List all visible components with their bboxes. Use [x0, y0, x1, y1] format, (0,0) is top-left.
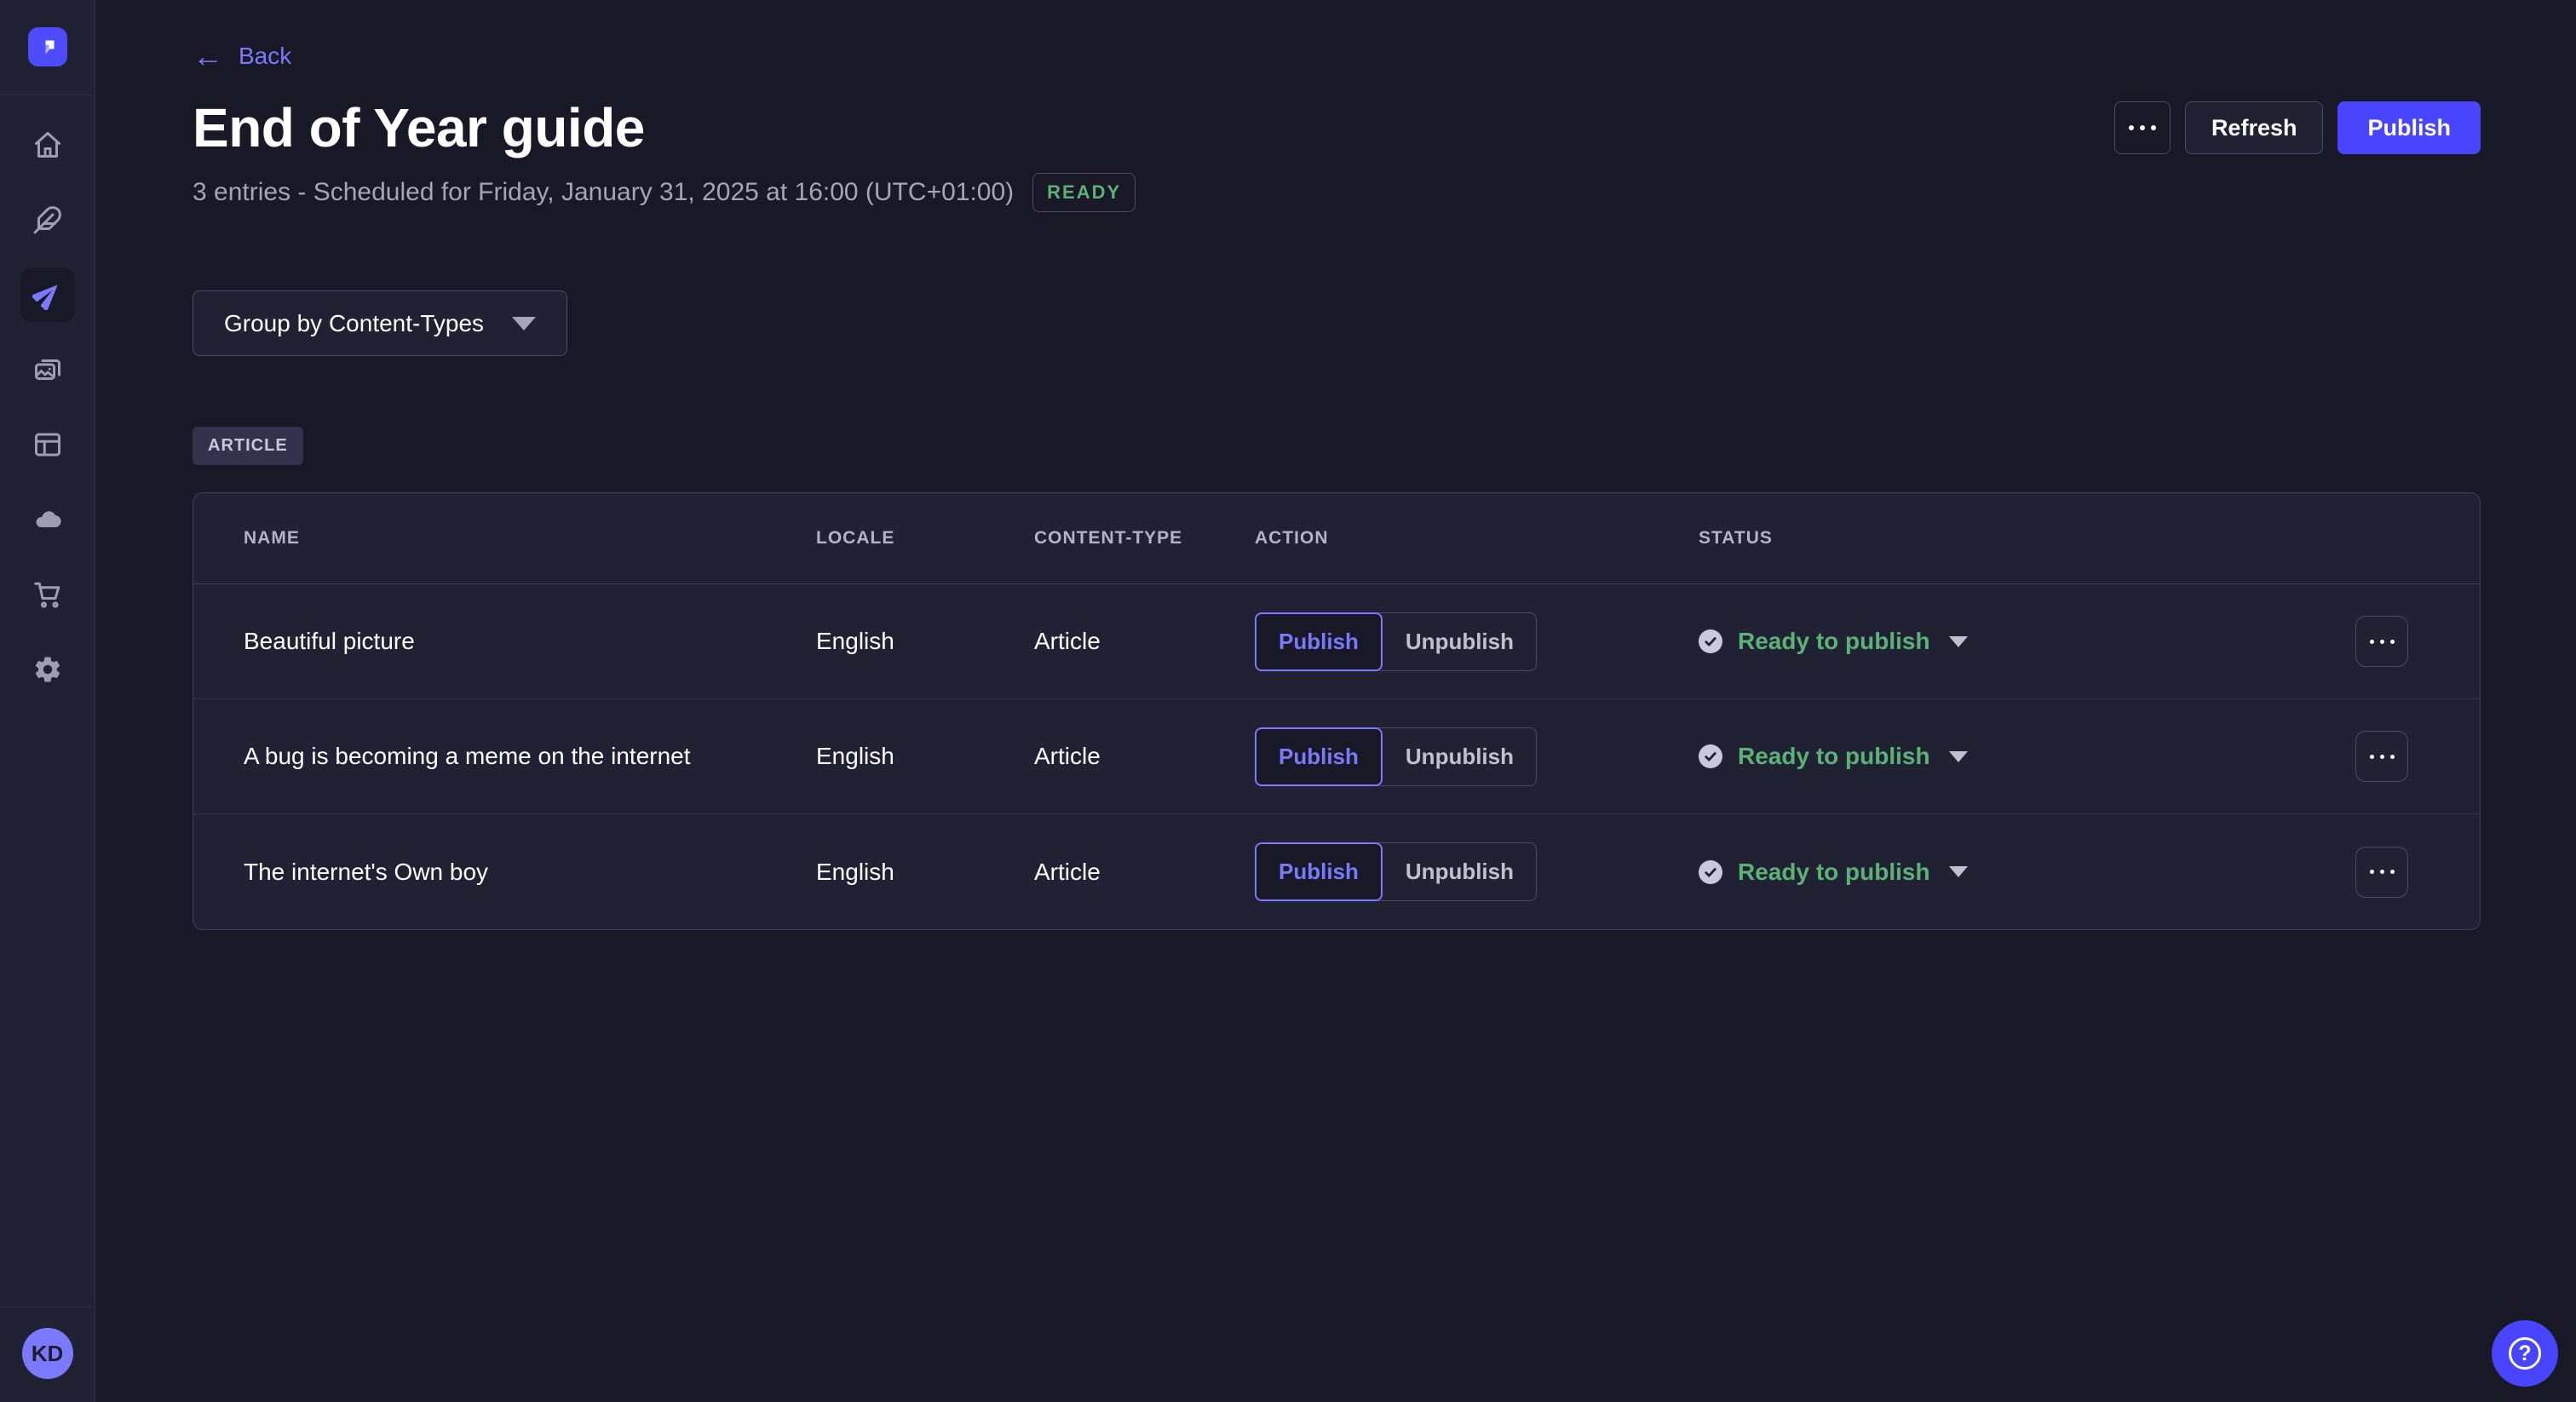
sidebar-item-home[interactable]: [20, 118, 75, 172]
release-subtitle: 3 entries - Scheduled for Friday, Januar…: [193, 178, 1015, 206]
entry-locale: English: [816, 628, 894, 654]
layout-icon: [34, 433, 60, 457]
more-actions-button[interactable]: [2113, 101, 2171, 154]
column-header-content-type: CONTENT-TYPE: [1034, 528, 1183, 548]
check-circle-icon: [1699, 744, 1722, 768]
group-by-select[interactable]: Group by Content-Types: [193, 290, 567, 356]
entry-content-type: Article: [1034, 743, 1101, 769]
sidebar-item-settings[interactable]: [20, 642, 75, 697]
arrow-left-icon: ←: [193, 38, 223, 73]
more-horizontal-icon: [2369, 754, 2374, 759]
table-header-row: NAME LOCALE CONTENT-TYPE ACTION STATUS: [193, 493, 2480, 584]
sidebar-nav: [20, 118, 75, 697]
page-header: ← Back End of Year guide Refresh Publish…: [96, 0, 2576, 212]
header-actions: Refresh Publish: [2113, 101, 2481, 154]
table-row: The internet's Own boy English Article P…: [193, 814, 2480, 929]
toolbar: Group by Content-Types: [96, 212, 2576, 356]
entry-more-button[interactable]: [2355, 616, 2408, 667]
entry-more-button[interactable]: [2355, 731, 2408, 782]
entry-status-dropdown[interactable]: Ready to publish: [1699, 628, 2355, 655]
content-type-group-badge: ARTICLE: [193, 427, 303, 465]
sidebar: KD: [0, 0, 95, 1402]
table-row: Beautiful picture English Article Publis…: [193, 584, 2480, 699]
strapi-logo-glyph: [45, 40, 54, 55]
entry-status-dropdown[interactable]: Ready to publish: [1699, 859, 2355, 886]
page-title: End of Year guide: [193, 97, 645, 158]
chevron-down-icon: [1948, 750, 1968, 762]
entry-status-label: Ready to publish: [1738, 858, 1930, 885]
sidebar-item-content-type-builder[interactable]: [20, 417, 75, 472]
chevron-down-icon: [1948, 635, 1968, 647]
status-badge: READY: [1032, 173, 1136, 212]
entry-publish-button[interactable]: Publish: [1255, 842, 1383, 901]
entry-locale: English: [816, 743, 894, 769]
back-label: Back: [239, 43, 292, 69]
chevron-down-icon: [1948, 866, 1968, 877]
group-by-label: Group by Content-Types: [224, 309, 485, 336]
question-mark-icon: ?: [2509, 1337, 2541, 1370]
feather-icon: [33, 206, 61, 234]
column-header-status: STATUS: [1699, 528, 1773, 548]
sidebar-item-content-manager[interactable]: [20, 192, 75, 247]
entry-unpublish-button[interactable]: Unpublish: [1377, 727, 1537, 786]
entry-name: The internet's Own boy: [244, 858, 489, 885]
entry-more-button[interactable]: [2355, 846, 2408, 898]
entry-locale: English: [816, 858, 894, 885]
entry-content-type: Article: [1034, 858, 1101, 885]
paper-plane-icon: [32, 284, 58, 310]
sidebar-item-releases[interactable]: [20, 267, 75, 322]
sidebar-item-media-library[interactable]: [20, 342, 75, 397]
home-icon: [34, 132, 60, 158]
entry-publish-button[interactable]: Publish: [1255, 727, 1383, 786]
strapi-logo-icon: [27, 27, 67, 66]
sidebar-bottom: KD: [0, 1307, 95, 1402]
main-content: ← Back End of Year guide Refresh Publish…: [96, 0, 2576, 1402]
refresh-button[interactable]: Refresh: [2184, 101, 2324, 154]
release-content: ARTICLE NAME LOCALE CONTENT-TYPE ACTION …: [96, 356, 2576, 930]
entry-action-toggle: Publish Unpublish: [1255, 842, 1699, 901]
entry-status-label: Ready to publish: [1738, 743, 1930, 769]
entry-name: A bug is becoming a meme on the internet: [244, 743, 691, 769]
entry-unpublish-button[interactable]: Unpublish: [1377, 842, 1537, 901]
help-button[interactable]: ?: [2492, 1320, 2558, 1387]
more-horizontal-icon: [2369, 639, 2374, 644]
column-header-name: NAME: [244, 528, 300, 548]
entry-content-type: Article: [1034, 628, 1101, 654]
entry-action-toggle: Publish Unpublish: [1255, 727, 1699, 786]
publish-release-button[interactable]: Publish: [2337, 101, 2481, 154]
entry-unpublish-button[interactable]: Unpublish: [1377, 612, 1537, 671]
column-header-action: ACTION: [1255, 528, 1329, 548]
chevron-down-icon: [512, 316, 536, 330]
sidebar-item-cloud[interactable]: [20, 492, 75, 547]
gear-icon: [35, 657, 60, 682]
cart-icon: [33, 582, 60, 608]
entry-publish-button[interactable]: Publish: [1255, 612, 1383, 671]
more-horizontal-icon: [2128, 125, 2134, 130]
entry-name: Beautiful picture: [244, 628, 415, 654]
entry-action-toggle: Publish Unpublish: [1255, 612, 1699, 671]
avatar[interactable]: KD: [21, 1328, 73, 1379]
cloud-icon: [36, 511, 61, 528]
entry-status-label: Ready to publish: [1738, 628, 1930, 654]
entry-status-dropdown[interactable]: Ready to publish: [1699, 743, 2355, 770]
check-circle-icon: [1699, 859, 1722, 884]
more-horizontal-icon: [2369, 870, 2374, 874]
back-link[interactable]: ← Back: [193, 38, 292, 73]
media-library-icon: [34, 359, 60, 380]
sidebar-item-marketplace[interactable]: [20, 567, 75, 622]
table-row: A bug is becoming a meme on the internet…: [193, 699, 2480, 814]
check-circle-icon: [1699, 629, 1722, 653]
column-header-locale: LOCALE: [816, 528, 895, 548]
entries-table: NAME LOCALE CONTENT-TYPE ACTION STATUS B…: [193, 492, 2481, 930]
